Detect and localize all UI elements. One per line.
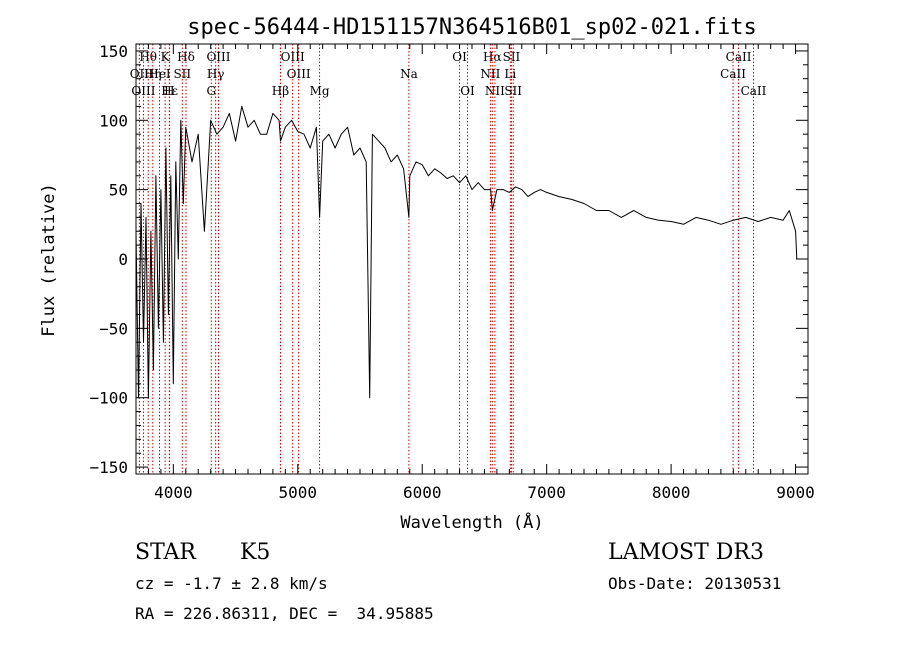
y-tick-label-6: 150 [99,42,128,61]
line-marker-label-12: SII [173,67,191,81]
coordinates: RA = 226.86311, DEC = 34.95885 [135,604,434,623]
x-tick-label-5: 9000 [776,483,815,502]
line-marker-label-6: Hα [483,50,502,64]
line-marker-label-5: OI [452,50,467,64]
line-marker-label-15: Na [400,67,418,81]
line-marker-label-7: SII [503,50,521,64]
line-marker-label-3: OIII [206,50,230,64]
y-tick-label-0: −150 [89,458,128,477]
chart-title: spec-56444-HD151157N364516B01_sp02-021.f… [187,15,757,40]
line-marker-label-11: HeI [148,67,171,81]
redshift-info: cz = -1.7 ± 2.8 km/s [135,574,328,593]
line-marker-label-9: OII [130,67,150,81]
y-axis-label: Flux (relative) [39,183,59,337]
y-tick-label-2: −50 [99,319,128,338]
plot-frame [135,43,809,475]
series-line-0 [135,105,798,399]
line-marker-label-14: OIII [287,67,311,81]
line-marker-label-23: Hβ [272,84,289,98]
x-tick-label-2: 6000 [403,483,442,502]
x-tick-label-1: 5000 [279,483,318,502]
line-marker-label-8: CaII [726,50,752,64]
line-marker-label-16: NII [480,67,500,81]
line-marker-label-26: NII [485,84,505,98]
line-marker-label-0: Hθ [139,50,157,64]
x-tick-label-0: 4000 [154,483,193,502]
x-tick-label-4: 8000 [652,483,691,502]
line-marker-label-4: OIII [281,50,305,64]
survey-name: LAMOST DR3 [608,540,764,565]
line-marker-label-27: SII [504,84,522,98]
line-marker-label-18: CaII [720,67,746,81]
line-marker-label-19: OIII [131,84,155,98]
object-class: STAR [135,540,196,565]
y-tick-label-5: 100 [99,111,128,130]
x-tick-label-3: 7000 [527,483,566,502]
x-axis-label: Wavelength (Å) [400,511,543,533]
line-marker-label-2: Hδ [177,50,195,64]
line-marker-label-22: G [206,84,216,98]
line-marker-label-25: OI [460,84,475,98]
line-marker-label-24: Mg [310,84,330,98]
line-marker-label-21: H [164,84,174,98]
line-marker-label-1: K [161,50,171,64]
line-marker-label-10: Hη [144,67,162,81]
obs-date: Obs-Date: 20130531 [608,574,782,593]
y-tick-label-1: −100 [89,389,128,408]
object-subclass: K5 [240,540,271,565]
y-tick-label-4: 50 [109,181,128,200]
line-marker-label-13: Hγ [207,67,225,81]
y-tick-label-3: 0 [118,250,128,269]
line-marker-label-28: CaII [741,84,767,98]
line-marker-label-17: Li [504,67,516,81]
